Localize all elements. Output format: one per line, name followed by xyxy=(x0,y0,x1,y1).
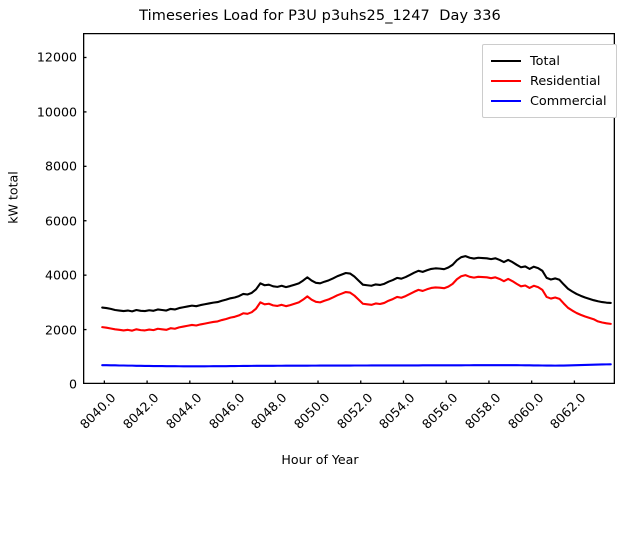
y-tick-label: 10000 xyxy=(36,104,77,120)
legend-item-residential: Residential xyxy=(491,71,607,91)
y-tick-label: 12000 xyxy=(36,49,77,65)
x-axis-title: Hour of Year xyxy=(281,452,359,467)
legend-item-commercial: Commercial xyxy=(491,91,607,111)
legend-swatch-icon xyxy=(491,80,521,82)
series-line-total xyxy=(101,255,612,313)
legend-label: Total xyxy=(530,53,560,69)
plot-svg xyxy=(83,33,615,384)
series-line-commercial xyxy=(101,363,612,368)
plot-area xyxy=(83,33,615,384)
y-tick-label: 2000 xyxy=(44,322,77,338)
legend-label: Commercial xyxy=(530,93,607,109)
chart-title: Timeseries Load for P3U p3uhs25_1247 Day… xyxy=(139,8,501,24)
axis-tick-marks xyxy=(83,56,576,384)
legend-label: Residential xyxy=(530,73,601,89)
legend-swatch-icon xyxy=(491,100,521,102)
chart-legend: Total Residential Commercial xyxy=(482,44,617,118)
chart-figure: Timeseries Load for P3U p3uhs25_1247 Day… xyxy=(5,8,617,467)
y-tick-label: 6000 xyxy=(44,213,77,229)
y-tick-label: 8000 xyxy=(44,158,77,174)
series-lines xyxy=(101,255,612,368)
legend-swatch-icon xyxy=(491,60,521,62)
axis-spines xyxy=(83,33,615,384)
y-axis-tick-labels: 0 2000 4000 6000 8000 10000 12000 xyxy=(18,33,77,392)
y-tick-label: 4000 xyxy=(44,267,77,283)
legend-item-total: Total xyxy=(491,51,607,71)
y-tick-label: 0 xyxy=(68,376,77,392)
series-line-residential xyxy=(101,274,612,332)
